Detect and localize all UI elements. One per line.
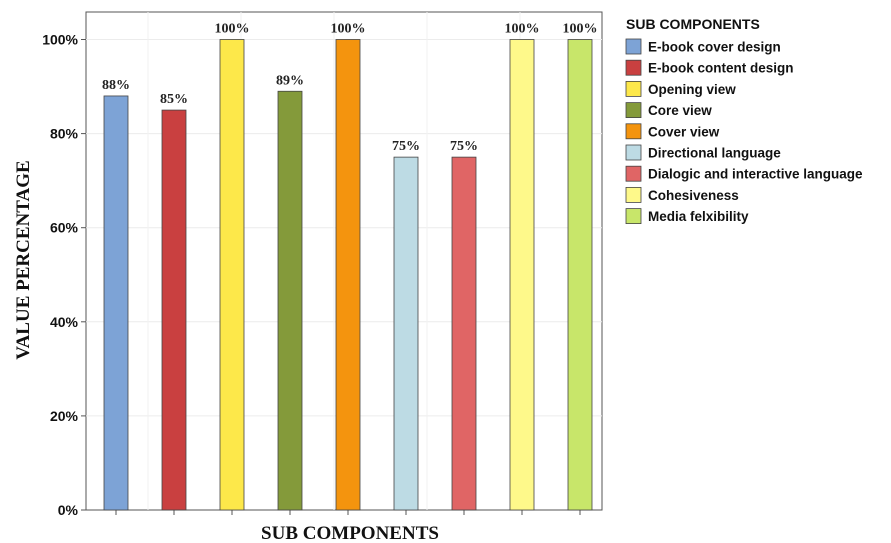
data-labels: 88% 85% 100% 89% 100% 75% 75% 100% 100% [102,22,598,155]
bar-3 [219,39,245,511]
bars [103,39,593,511]
legend-swatch [625,208,642,225]
legend-swatch [625,186,642,203]
legend-title: SUB COMPONENTS [626,16,760,32]
legend-swatch [625,165,642,182]
data-label: 100% [331,22,366,37]
bar-8 [509,39,535,511]
data-label: 75% [392,139,420,154]
y-axis-title: VALUE PERCENTAGE [13,160,34,359]
bar-2 [161,109,187,511]
x-axis-ticks [115,510,581,515]
legend-item-label: Media felxibility [648,209,749,224]
legend-item-label: Directional language [648,146,781,161]
data-label: 75% [450,139,478,154]
bar-7 [451,156,477,511]
legend-item-label: Cohesiveness [648,188,739,203]
legend-item-label: Dialogic and interactive language [648,167,863,182]
legend-item-label: E-book cover design [648,40,781,55]
bar-4 [277,90,303,511]
legend-swatch [625,102,642,118]
y-tick-label: 100% [42,32,78,48]
y-tick-label: 0% [58,502,79,518]
data-label: 88% [102,78,130,93]
legend-swatch [625,59,642,76]
legend-swatch [625,144,642,161]
legend-item-label: Core view [648,103,712,118]
legend-item-label: E-book content design [648,61,794,76]
data-label: 100% [563,22,598,37]
y-axis: 0% 20% 40% 60% 80% 100% [42,32,86,518]
legend-swatch [625,81,642,97]
x-axis-title: SUB COMPONENTS [261,523,439,543]
legend-item-label: Opening view [648,82,736,97]
bar-1 [103,95,129,511]
legend-swatch [625,38,642,55]
legend-item-label: Cover view [648,124,720,139]
bar-9 [567,39,593,511]
bar-5 [335,39,361,511]
y-tick-label: 60% [50,220,79,236]
data-label: 89% [276,73,304,88]
data-label: 85% [160,92,188,107]
bar-6 [393,156,419,511]
legend-swatch [625,123,642,140]
data-label: 100% [505,22,540,37]
y-tick-label: 40% [50,314,79,330]
y-tick-label: 20% [50,408,79,424]
legend: SUB COMPONENTS E-book cover design E-book… [625,16,863,225]
data-label: 100% [215,22,250,37]
y-tick-label: 80% [50,126,79,142]
